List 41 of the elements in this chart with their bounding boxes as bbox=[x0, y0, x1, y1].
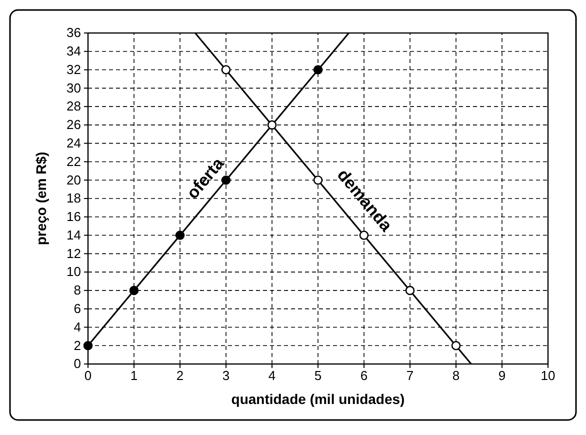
y-tick-label: 36 bbox=[66, 25, 81, 40]
x-tick-label: 4 bbox=[268, 368, 276, 384]
point bbox=[83, 340, 93, 350]
y-tick-label: 6 bbox=[74, 300, 81, 316]
y-tick-label: 28 bbox=[66, 98, 81, 114]
y-tick-label: 16 bbox=[66, 209, 81, 224]
y-tick-label: 24 bbox=[66, 135, 81, 150]
point bbox=[267, 120, 277, 130]
x-tick-label: 1 bbox=[130, 368, 138, 384]
y-tick-label: 14 bbox=[66, 227, 81, 242]
x-tick-label: 9 bbox=[498, 368, 506, 384]
y-tick-label: 12 bbox=[66, 246, 81, 261]
y-tick-label: 2 bbox=[74, 338, 81, 353]
y-tick-label: 26 bbox=[66, 117, 81, 132]
point bbox=[221, 65, 231, 74]
y-tick-label: 32 bbox=[66, 62, 81, 77]
point bbox=[129, 286, 139, 296]
point bbox=[175, 230, 185, 240]
y-tick-label: 34 bbox=[66, 44, 81, 59]
y-tick-label: 0 bbox=[74, 356, 81, 372]
y-tick-label: 8 bbox=[74, 282, 81, 298]
x-tick-label: 7 bbox=[406, 368, 414, 384]
y-tick-label: 30 bbox=[66, 80, 81, 96]
y-tick-label: 18 bbox=[66, 190, 81, 206]
x-tick-label: 0 bbox=[84, 368, 92, 384]
x-tick-label: 5 bbox=[314, 368, 322, 384]
x-tick-label: 8 bbox=[452, 368, 460, 384]
x-tick-label: 6 bbox=[360, 368, 368, 384]
y-axis-title: preço (em R$) bbox=[33, 152, 49, 246]
y-tick-label: 4 bbox=[74, 319, 81, 334]
x-axis-title: quantidade (mil unidades) bbox=[231, 391, 405, 407]
point bbox=[451, 340, 461, 350]
x-tick-label: 10 bbox=[540, 368, 556, 384]
point bbox=[405, 286, 415, 296]
y-tick-label: 22 bbox=[66, 154, 81, 169]
point bbox=[313, 175, 323, 185]
y-tick-label: 10 bbox=[66, 264, 81, 280]
x-tick-label: 3 bbox=[222, 368, 230, 384]
point bbox=[313, 65, 323, 74]
x-tick-label: 2 bbox=[176, 368, 184, 384]
y-tick-label: 20 bbox=[66, 172, 81, 188]
